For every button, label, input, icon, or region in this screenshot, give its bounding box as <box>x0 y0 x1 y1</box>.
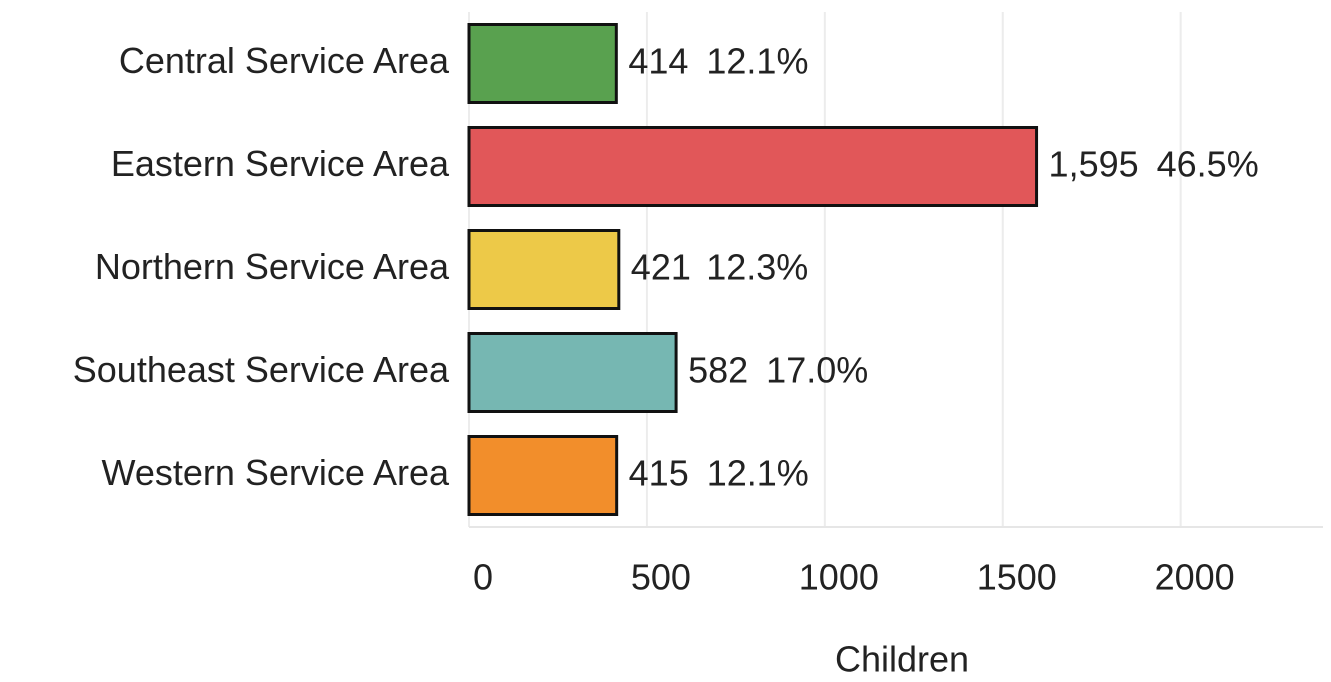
x-tick-label: 0 <box>473 557 493 598</box>
data-label: 1,595 46.5% <box>1049 143 1259 184</box>
bar <box>467 229 621 310</box>
x-tick-label: 500 <box>631 557 691 598</box>
data-label: 421 12.3% <box>631 246 808 287</box>
percent-label: 17.0% <box>766 349 868 390</box>
x-tick-label: 1000 <box>799 557 879 598</box>
bar <box>467 126 1039 207</box>
y-tick-label: Western Service Area <box>102 452 450 493</box>
percent-label: 12.3% <box>706 246 808 287</box>
data-label: 415 12.1% <box>629 452 809 493</box>
data-label: 414 12.1% <box>628 40 808 81</box>
value-label: 415 <box>629 452 689 493</box>
value-label: 414 <box>628 40 688 81</box>
y-tick-label: Southeast Service Area <box>73 349 450 390</box>
value-label: 582 <box>688 349 748 390</box>
value-label: 421 <box>631 246 690 287</box>
percent-label: 12.1% <box>707 452 809 493</box>
x-axis-label: Children <box>835 639 969 680</box>
bar <box>467 332 678 413</box>
percent-label: 12.1% <box>706 40 808 81</box>
y-tick-label: Central Service Area <box>119 40 450 81</box>
x-tick-label: 1500 <box>977 557 1057 598</box>
y-tick-label: Northern Service Area <box>95 246 450 287</box>
y-tick-label: Eastern Service Area <box>111 143 450 184</box>
x-tick-label: 2000 <box>1155 557 1235 598</box>
data-label: 582 17.0% <box>688 349 868 390</box>
percent-label: 46.5% <box>1157 143 1259 184</box>
bar <box>467 23 618 104</box>
bar <box>467 435 619 516</box>
value-label: 1,595 <box>1049 143 1139 184</box>
